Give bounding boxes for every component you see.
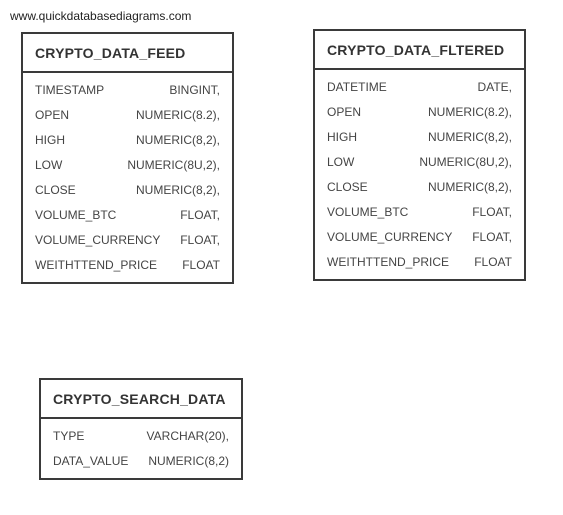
table-row[interactable]: VOLUME_BTC FLOAT,: [315, 199, 524, 224]
column-name: HIGH: [327, 129, 357, 144]
table-title: CRYPTO_SEARCH_DATA: [41, 380, 241, 419]
table-row[interactable]: CLOSE NUMERIC(8,2),: [23, 177, 232, 202]
table-row[interactable]: WEITHTTEND_PRICE FLOAT: [23, 252, 232, 277]
table-row[interactable]: HIGH NUMERIC(8,2),: [315, 124, 524, 149]
column-type: BINGINT,: [169, 82, 220, 97]
table-row[interactable]: HIGH NUMERIC(8,2),: [23, 127, 232, 152]
column-name: HIGH: [35, 132, 65, 147]
column-type: FLOAT,: [472, 229, 512, 244]
table-row[interactable]: LOW NUMERIC(8U,2),: [23, 152, 232, 177]
table-crypto-data-feed[interactable]: CRYPTO_DATA_FEED TIMESTAMP BINGINT, OPEN…: [21, 32, 234, 284]
table-title: CRYPTO_DATA_FEED: [23, 34, 232, 73]
table-crypto-search-data[interactable]: CRYPTO_SEARCH_DATA TYPE VARCHAR(20), DAT…: [39, 378, 243, 480]
table-row[interactable]: VOLUME_CURRENCY FLOAT,: [23, 227, 232, 252]
column-type: NUMERIC(8.2),: [135, 107, 220, 122]
column-type: FLOAT,: [180, 232, 220, 247]
table-crypto-data-fltered[interactable]: CRYPTO_DATA_FLTERED DATETIME DATE, OPEN …: [313, 29, 526, 281]
column-type: DATE,: [477, 79, 512, 94]
column-name: DATA_VALUE: [53, 453, 129, 468]
column-name: TIMESTAMP: [35, 82, 105, 97]
column-type: NUMERIC(8U,2),: [127, 157, 220, 172]
column-type: FLOAT: [474, 254, 512, 269]
column-name: LOW: [327, 154, 355, 169]
table-row[interactable]: TYPE VARCHAR(20),: [41, 423, 241, 448]
column-name: VOLUME_BTC: [327, 204, 409, 219]
column-type: FLOAT: [182, 257, 220, 272]
table-columns: TIMESTAMP BINGINT, OPEN NUMERIC(8.2), HI…: [23, 73, 232, 279]
table-columns: DATETIME DATE, OPEN NUMERIC(8.2), HIGH N…: [315, 70, 524, 276]
table-row[interactable]: DATETIME DATE,: [315, 74, 524, 99]
table-row[interactable]: TIMESTAMP BINGINT,: [23, 77, 232, 102]
column-type: NUMERIC(8U,2),: [419, 154, 512, 169]
column-name: CLOSE: [35, 182, 76, 197]
column-type: NUMERIC(8.2),: [427, 104, 512, 119]
table-row[interactable]: WEITHTTEND_PRICE FLOAT: [315, 249, 524, 274]
column-type: FLOAT,: [180, 207, 220, 222]
column-name: TYPE: [53, 428, 85, 443]
table-row[interactable]: OPEN NUMERIC(8.2),: [315, 99, 524, 124]
table-columns: TYPE VARCHAR(20), DATA_VALUE NUMERIC(8,2…: [41, 419, 241, 475]
column-type: VARCHAR(20),: [146, 428, 229, 443]
column-type: NUMERIC(8,2),: [427, 179, 512, 194]
column-type: FLOAT,: [472, 204, 512, 219]
column-type: NUMERIC(8,2): [148, 453, 229, 468]
table-row[interactable]: LOW NUMERIC(8U,2),: [315, 149, 524, 174]
table-row[interactable]: VOLUME_BTC FLOAT,: [23, 202, 232, 227]
column-type: NUMERIC(8,2),: [427, 129, 512, 144]
table-row[interactable]: VOLUME_CURRENCY FLOAT,: [315, 224, 524, 249]
column-name: VOLUME_CURRENCY: [327, 229, 453, 244]
column-name: CLOSE: [327, 179, 368, 194]
column-type: NUMERIC(8,2),: [135, 132, 220, 147]
column-name: VOLUME_CURRENCY: [35, 232, 161, 247]
column-type: NUMERIC(8,2),: [135, 182, 220, 197]
table-row[interactable]: CLOSE NUMERIC(8,2),: [315, 174, 524, 199]
column-name: LOW: [35, 157, 63, 172]
column-name: WEITHTTEND_PRICE: [327, 254, 450, 269]
table-row[interactable]: OPEN NUMERIC(8.2),: [23, 102, 232, 127]
column-name: OPEN: [327, 104, 362, 119]
column-name: WEITHTTEND_PRICE: [35, 257, 158, 272]
column-name: DATETIME: [327, 79, 387, 94]
watermark-url: www.quickdatabasediagrams.com: [10, 9, 192, 23]
table-row[interactable]: DATA_VALUE NUMERIC(8,2): [41, 448, 241, 473]
column-name: VOLUME_BTC: [35, 207, 117, 222]
column-name: OPEN: [35, 107, 70, 122]
table-title: CRYPTO_DATA_FLTERED: [315, 31, 524, 70]
